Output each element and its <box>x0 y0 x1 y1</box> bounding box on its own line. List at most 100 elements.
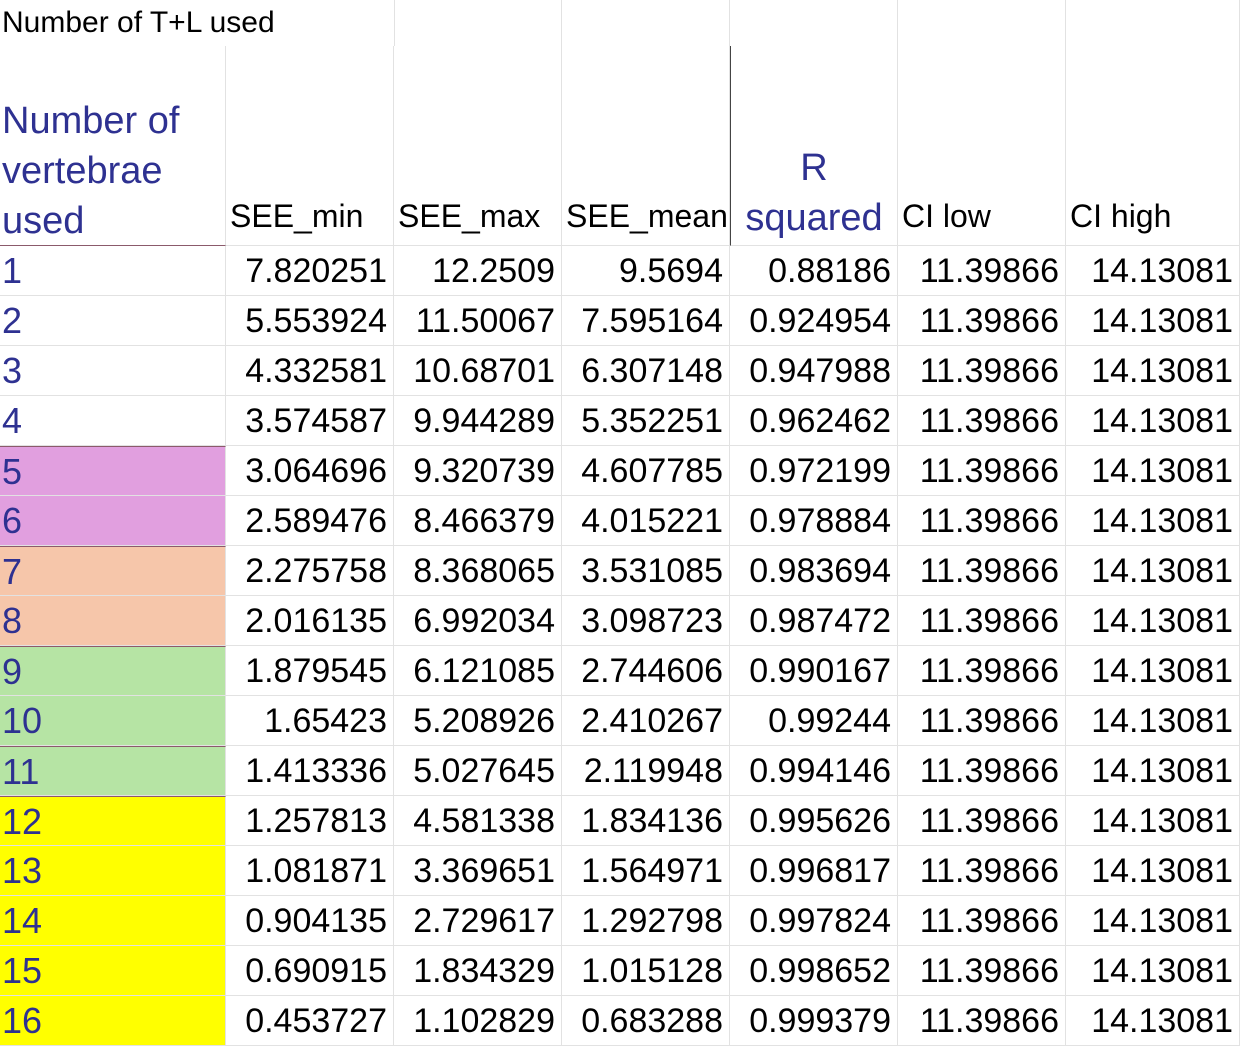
see-min-cell[interactable]: 2.275758 <box>226 546 394 596</box>
see-max-cell[interactable]: 4.581338 <box>394 796 562 846</box>
row-number-cell[interactable]: 8 <box>0 596 226 646</box>
sheet-title-cell[interactable]: Number of T+L used <box>2 6 275 39</box>
row-number-cell[interactable]: 12 <box>0 796 226 846</box>
r-squared-cell[interactable]: 0.998652 <box>730 946 898 996</box>
empty-cell[interactable] <box>1066 0 1240 46</box>
ci-high-cell[interactable]: 14.13081 <box>1066 396 1240 446</box>
see-mean-cell[interactable]: 5.352251 <box>562 396 730 446</box>
ci-high-cell[interactable]: 14.13081 <box>1066 646 1240 696</box>
r-squared-cell[interactable]: 0.947988 <box>730 346 898 396</box>
ci-high-cell[interactable]: 14.13081 <box>1066 746 1240 796</box>
see-mean-cell[interactable]: 3.531085 <box>562 546 730 596</box>
see-max-cell[interactable]: 5.208926 <box>394 696 562 746</box>
row-number-cell[interactable]: 2 <box>0 296 226 346</box>
see-min-cell[interactable]: 1.081871 <box>226 846 394 896</box>
see-max-cell[interactable]: 9.944289 <box>394 396 562 446</box>
see-min-cell[interactable]: 0.904135 <box>226 896 394 946</box>
see-mean-cell[interactable]: 2.119948 <box>562 746 730 796</box>
row-number-cell[interactable]: 3 <box>0 346 226 396</box>
ci-low-cell[interactable]: 11.39866 <box>898 946 1066 996</box>
row-number-cell[interactable]: 6 <box>0 496 226 546</box>
ci-high-cell[interactable]: 14.13081 <box>1066 796 1240 846</box>
header-see-mean[interactable]: SEE_mean <box>562 46 730 246</box>
ci-high-cell[interactable]: 14.13081 <box>1066 896 1240 946</box>
ci-low-cell[interactable]: 11.39866 <box>898 896 1066 946</box>
r-squared-cell[interactable]: 0.972199 <box>730 446 898 496</box>
see-max-cell[interactable]: 6.121085 <box>394 646 562 696</box>
see-min-cell[interactable]: 2.016135 <box>226 596 394 646</box>
ci-low-cell[interactable]: 11.39866 <box>898 796 1066 846</box>
r-squared-cell[interactable]: 0.995626 <box>730 796 898 846</box>
see-min-cell[interactable]: 4.332581 <box>226 346 394 396</box>
empty-cell[interactable] <box>562 0 730 46</box>
see-min-cell[interactable]: 2.589476 <box>226 496 394 546</box>
see-mean-cell[interactable]: 9.5694 <box>562 246 730 296</box>
see-min-cell[interactable]: 1.65423 <box>226 696 394 746</box>
ci-low-cell[interactable]: 11.39866 <box>898 546 1066 596</box>
ci-high-cell[interactable]: 14.13081 <box>1066 696 1240 746</box>
ci-low-cell[interactable]: 11.39866 <box>898 246 1066 296</box>
ci-low-cell[interactable]: 11.39866 <box>898 646 1066 696</box>
ci-low-cell[interactable]: 11.39866 <box>898 446 1066 496</box>
row-number-cell[interactable]: 4 <box>0 396 226 446</box>
header-vertebrae-used[interactable]: Number of vertebrae used <box>0 46 226 246</box>
r-squared-cell[interactable]: 0.994146 <box>730 746 898 796</box>
ci-low-cell[interactable]: 11.39866 <box>898 996 1066 1046</box>
see-mean-cell[interactable]: 1.564971 <box>562 846 730 896</box>
r-squared-cell[interactable]: 0.99244 <box>730 696 898 746</box>
see-max-cell[interactable]: 3.369651 <box>394 846 562 896</box>
header-see-max[interactable]: SEE_max <box>394 46 562 246</box>
empty-cell[interactable] <box>394 0 562 46</box>
see-mean-cell[interactable]: 3.098723 <box>562 596 730 646</box>
ci-low-cell[interactable]: 11.39866 <box>898 496 1066 546</box>
see-mean-cell[interactable]: 2.410267 <box>562 696 730 746</box>
see-max-cell[interactable]: 2.729617 <box>394 896 562 946</box>
row-number-cell[interactable]: 11 <box>0 746 226 796</box>
see-mean-cell[interactable]: 7.595164 <box>562 296 730 346</box>
see-max-cell[interactable]: 1.102829 <box>394 996 562 1046</box>
see-min-cell[interactable]: 3.064696 <box>226 446 394 496</box>
see-min-cell[interactable]: 5.553924 <box>226 296 394 346</box>
ci-high-cell[interactable]: 14.13081 <box>1066 346 1240 396</box>
ci-low-cell[interactable]: 11.39866 <box>898 596 1066 646</box>
see-max-cell[interactable]: 1.834329 <box>394 946 562 996</box>
see-min-cell[interactable]: 1.413336 <box>226 746 394 796</box>
ci-high-cell[interactable]: 14.13081 <box>1066 846 1240 896</box>
row-number-cell[interactable]: 1 <box>0 246 226 296</box>
ci-high-cell[interactable]: 14.13081 <box>1066 246 1240 296</box>
row-number-cell[interactable]: 16 <box>0 996 226 1046</box>
ci-low-cell[interactable]: 11.39866 <box>898 846 1066 896</box>
see-mean-cell[interactable]: 1.834136 <box>562 796 730 846</box>
see-mean-cell[interactable]: 0.683288 <box>562 996 730 1046</box>
r-squared-cell[interactable]: 0.990167 <box>730 646 898 696</box>
r-squared-cell[interactable]: 0.983694 <box>730 546 898 596</box>
see-min-cell[interactable]: 1.879545 <box>226 646 394 696</box>
row-number-cell[interactable]: 10 <box>0 696 226 746</box>
see-max-cell[interactable]: 9.320739 <box>394 446 562 496</box>
see-mean-cell[interactable]: 6.307148 <box>562 346 730 396</box>
ci-high-cell[interactable]: 14.13081 <box>1066 946 1240 996</box>
row-number-cell[interactable]: 5 <box>0 446 226 496</box>
row-number-cell[interactable]: 15 <box>0 946 226 996</box>
see-min-cell[interactable]: 3.574587 <box>226 396 394 446</box>
ci-high-cell[interactable]: 14.13081 <box>1066 546 1240 596</box>
ci-high-cell[interactable]: 14.13081 <box>1066 996 1240 1046</box>
row-number-cell[interactable]: 9 <box>0 646 226 696</box>
r-squared-cell[interactable]: 0.996817 <box>730 846 898 896</box>
see-max-cell[interactable]: 8.466379 <box>394 496 562 546</box>
ci-high-cell[interactable]: 14.13081 <box>1066 446 1240 496</box>
see-mean-cell[interactable]: 4.607785 <box>562 446 730 496</box>
see-min-cell[interactable]: 7.820251 <box>226 246 394 296</box>
see-max-cell[interactable]: 5.027645 <box>394 746 562 796</box>
see-min-cell[interactable]: 1.257813 <box>226 796 394 846</box>
ci-low-cell[interactable]: 11.39866 <box>898 696 1066 746</box>
see-mean-cell[interactable]: 1.292798 <box>562 896 730 946</box>
ci-high-cell[interactable]: 14.13081 <box>1066 296 1240 346</box>
header-r-squared[interactable]: R squared <box>730 46 898 246</box>
header-see-min[interactable]: SEE_min <box>226 46 394 246</box>
r-squared-cell[interactable]: 0.88186 <box>730 246 898 296</box>
r-squared-cell[interactable]: 0.978884 <box>730 496 898 546</box>
see-max-cell[interactable]: 10.68701 <box>394 346 562 396</box>
see-max-cell[interactable]: 11.50067 <box>394 296 562 346</box>
r-squared-cell[interactable]: 0.999379 <box>730 996 898 1046</box>
